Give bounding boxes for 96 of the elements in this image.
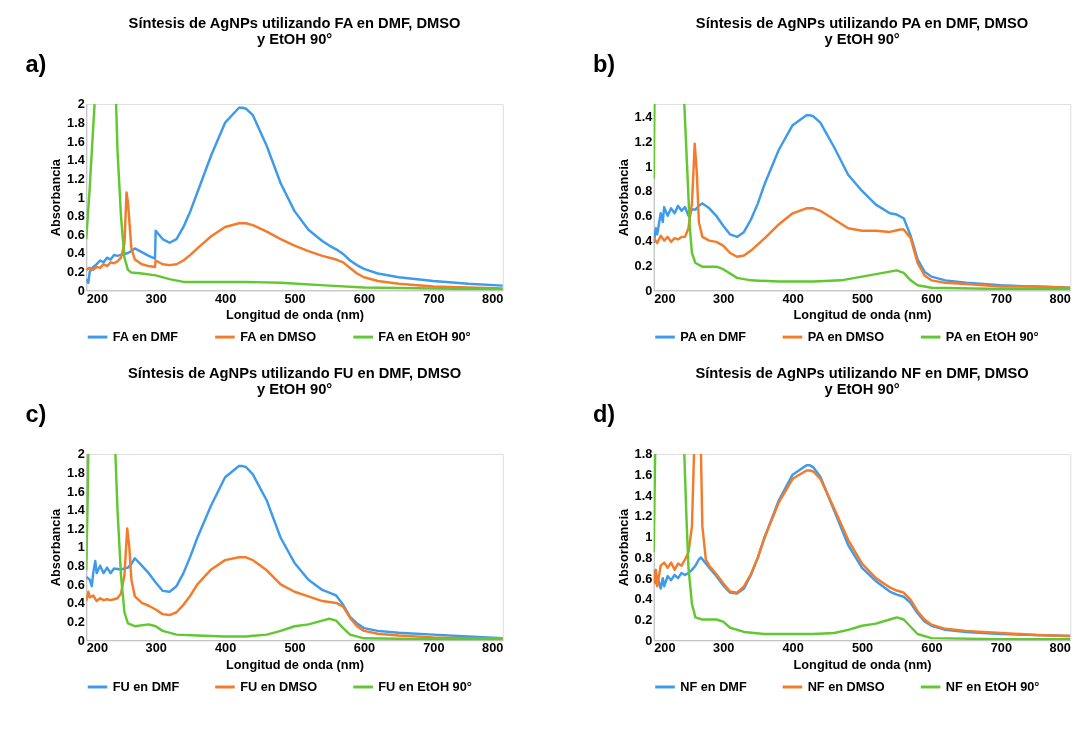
chart-title: Síntesis de AgNPs utilizando NF en DMF, DMSO y EtOH 90° bbox=[695, 364, 1029, 398]
y-axis-title: Absorbancia bbox=[615, 158, 631, 237]
legend-label: FU en DMF bbox=[112, 678, 180, 694]
y-tick-label: 1.6 bbox=[67, 133, 85, 149]
x-tick-label: 200 bbox=[86, 640, 108, 656]
text: b) bbox=[592, 50, 616, 77]
y-tick-label: 1 bbox=[77, 189, 85, 205]
x-axis-title: Longitud de onda (nm) bbox=[793, 307, 932, 323]
y-tick-label: 1 bbox=[77, 539, 85, 555]
x-tick-label: 200 bbox=[654, 290, 676, 306]
chart-title: Síntesis de AgNPs utilizando PA en DMF, DMSO y EtOH 90° bbox=[695, 14, 1029, 48]
y-tick-label: 0.2 bbox=[67, 264, 85, 280]
y-axis-title: Absorbancia bbox=[615, 508, 631, 587]
y-tick-label: 1.6 bbox=[67, 483, 85, 499]
x-tick-label: 800 bbox=[482, 640, 504, 656]
x-tick-label: 300 bbox=[713, 640, 735, 656]
y-tick-label: 0.2 bbox=[634, 257, 653, 273]
x-tick-label: 200 bbox=[654, 640, 676, 656]
y-tick-label: 1.4 bbox=[67, 152, 86, 168]
y-tick-label: 1.2 bbox=[634, 508, 653, 524]
y-tick-label: 1.4 bbox=[67, 502, 86, 518]
y-tick-label: 1.8 bbox=[634, 446, 653, 462]
y-tick-label: 1.8 bbox=[67, 115, 85, 131]
y-tick-label: 1.4 bbox=[634, 487, 654, 503]
y-tick-label: 1.8 bbox=[67, 465, 85, 480]
y-tick-label: 1.2 bbox=[634, 133, 653, 149]
y-tick-label: 0 bbox=[77, 632, 85, 648]
x-tick-label: 500 bbox=[284, 640, 306, 656]
y-tick-label: 0.4 bbox=[67, 595, 86, 611]
y-tick-label: 1 bbox=[645, 158, 653, 174]
y-tick-label: 0.6 bbox=[67, 226, 85, 242]
y-tick-label: 0 bbox=[645, 282, 653, 298]
y-tick-label: 0 bbox=[77, 282, 85, 298]
y-tick-label: 0.4 bbox=[634, 591, 654, 607]
x-tick-label: 700 bbox=[423, 640, 445, 656]
legend-label: FA en DMSO bbox=[240, 329, 317, 344]
x-tick-label: 600 bbox=[353, 290, 376, 306]
y-tick-label: 0.6 bbox=[634, 570, 653, 586]
x-tick-label: 300 bbox=[145, 640, 167, 656]
x-tick-label: 700 bbox=[990, 640, 1013, 656]
x-tick-label: 600 bbox=[921, 290, 943, 306]
y-tick-label: 0.8 bbox=[634, 183, 653, 199]
x-axis-title: Longitud de onda (nm) bbox=[226, 657, 364, 673]
legend-label: PA en DMF bbox=[680, 329, 747, 344]
x-tick-label: 700 bbox=[990, 290, 1013, 306]
y-tick-label: 0 bbox=[645, 632, 653, 648]
y-tick-label: 0.6 bbox=[67, 576, 85, 592]
y-axis-title: Absorbancia bbox=[48, 158, 64, 237]
x-tick-label: 800 bbox=[1049, 640, 1071, 656]
y-tick-label: 0.6 bbox=[634, 208, 653, 224]
y-tick-label: 1.2 bbox=[67, 170, 85, 186]
y-tick-label: 0.4 bbox=[67, 245, 86, 261]
x-tick-label: 200 bbox=[86, 290, 108, 306]
legend-label: NF en DMF bbox=[680, 678, 747, 694]
x-tick-label: 600 bbox=[353, 640, 376, 656]
y-tick-label: 0.2 bbox=[67, 613, 85, 629]
x-tick-label: 400 bbox=[782, 640, 804, 656]
x-axis-title: Longitud de onda (nm) bbox=[793, 657, 932, 673]
y-tick-label: 1.2 bbox=[67, 520, 85, 536]
text: a) bbox=[25, 50, 47, 77]
x-tick-label: 800 bbox=[1049, 290, 1071, 306]
chart-title: Síntesis de AgNPs utilizando FU en DMF, DMSO y EtOH 90° bbox=[127, 364, 462, 398]
chart-title: Síntesis de AgNPs utilizando FA en DMF, DMSO y EtOH 90° bbox=[128, 14, 461, 48]
y-tick-label: 2 bbox=[77, 96, 85, 112]
x-tick-label: 600 bbox=[921, 640, 943, 656]
x-tick-label: 700 bbox=[423, 290, 445, 306]
legend-label: FU en DMSO bbox=[240, 678, 318, 694]
y-tick-label: 1.4 bbox=[634, 108, 654, 124]
x-tick-label: 400 bbox=[214, 290, 237, 306]
legend-label: NF en EtOH 90° bbox=[945, 678, 1040, 694]
legend-label: FU en EtOH 90° bbox=[378, 678, 472, 694]
legend-label: NF en DMSO bbox=[807, 678, 885, 694]
legend-label: PA en EtOH 90° bbox=[945, 329, 1039, 344]
text: c) bbox=[25, 400, 47, 427]
x-tick-label: 400 bbox=[214, 640, 237, 656]
y-tick-label: 0.2 bbox=[634, 611, 653, 627]
y-tick-label: 0.8 bbox=[67, 558, 85, 574]
legend-label: FA en EtOH 90° bbox=[378, 329, 471, 344]
y-tick-label: 0.8 bbox=[67, 208, 85, 224]
y-tick-label: 0.8 bbox=[634, 549, 653, 565]
legend-label: PA en DMSO bbox=[807, 329, 885, 344]
y-axis-title: Absorbancia bbox=[48, 508, 64, 587]
y-tick-label: 1 bbox=[645, 529, 653, 545]
x-axis-title: Longitud de onda (nm) bbox=[226, 307, 364, 323]
x-tick-label: 800 bbox=[482, 290, 504, 306]
y-tick-label: 2 bbox=[77, 446, 85, 462]
x-tick-label: 300 bbox=[145, 290, 167, 306]
text: d) bbox=[592, 400, 616, 427]
legend-label: FA en DMF bbox=[112, 329, 179, 344]
x-tick-label: 500 bbox=[851, 640, 874, 656]
x-tick-label: 500 bbox=[851, 290, 874, 306]
y-tick-label: 1.6 bbox=[634, 467, 653, 483]
x-tick-label: 400 bbox=[782, 290, 804, 306]
x-tick-label: 500 bbox=[284, 290, 306, 306]
x-tick-label: 300 bbox=[713, 290, 735, 306]
y-tick-label: 0.4 bbox=[634, 233, 654, 249]
